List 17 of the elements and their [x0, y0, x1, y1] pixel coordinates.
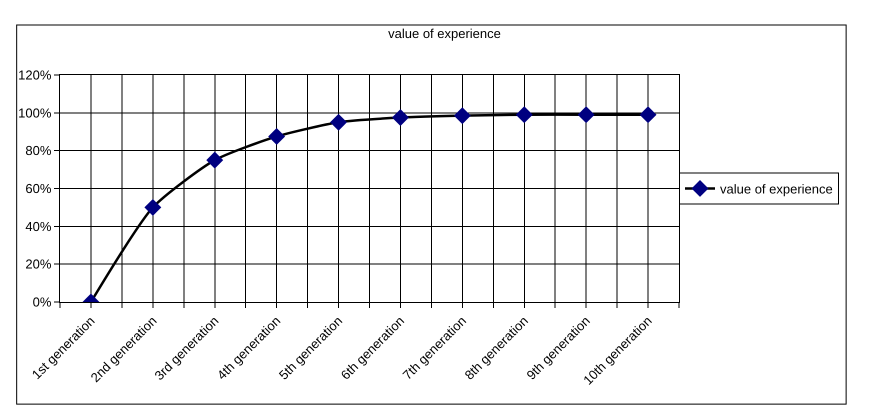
y-tick-label: 100% [18, 105, 52, 120]
point [516, 106, 533, 124]
chart-title: value of experience [388, 26, 501, 41]
point [392, 109, 409, 126]
point [330, 114, 347, 131]
y-tick-label: 0% [32, 294, 52, 310]
point [206, 152, 224, 169]
point [578, 106, 595, 124]
y-tick-label: 20% [25, 256, 52, 272]
point [640, 106, 656, 124]
point [268, 128, 286, 145]
y-tick-label: 80% [25, 143, 52, 158]
y-tick-label: 60% [25, 181, 52, 196]
y-tick-label: 40% [25, 218, 52, 234]
y-tick-label: 120% [18, 68, 52, 83]
legend-label: value of experience [720, 182, 833, 197]
point [454, 107, 471, 124]
